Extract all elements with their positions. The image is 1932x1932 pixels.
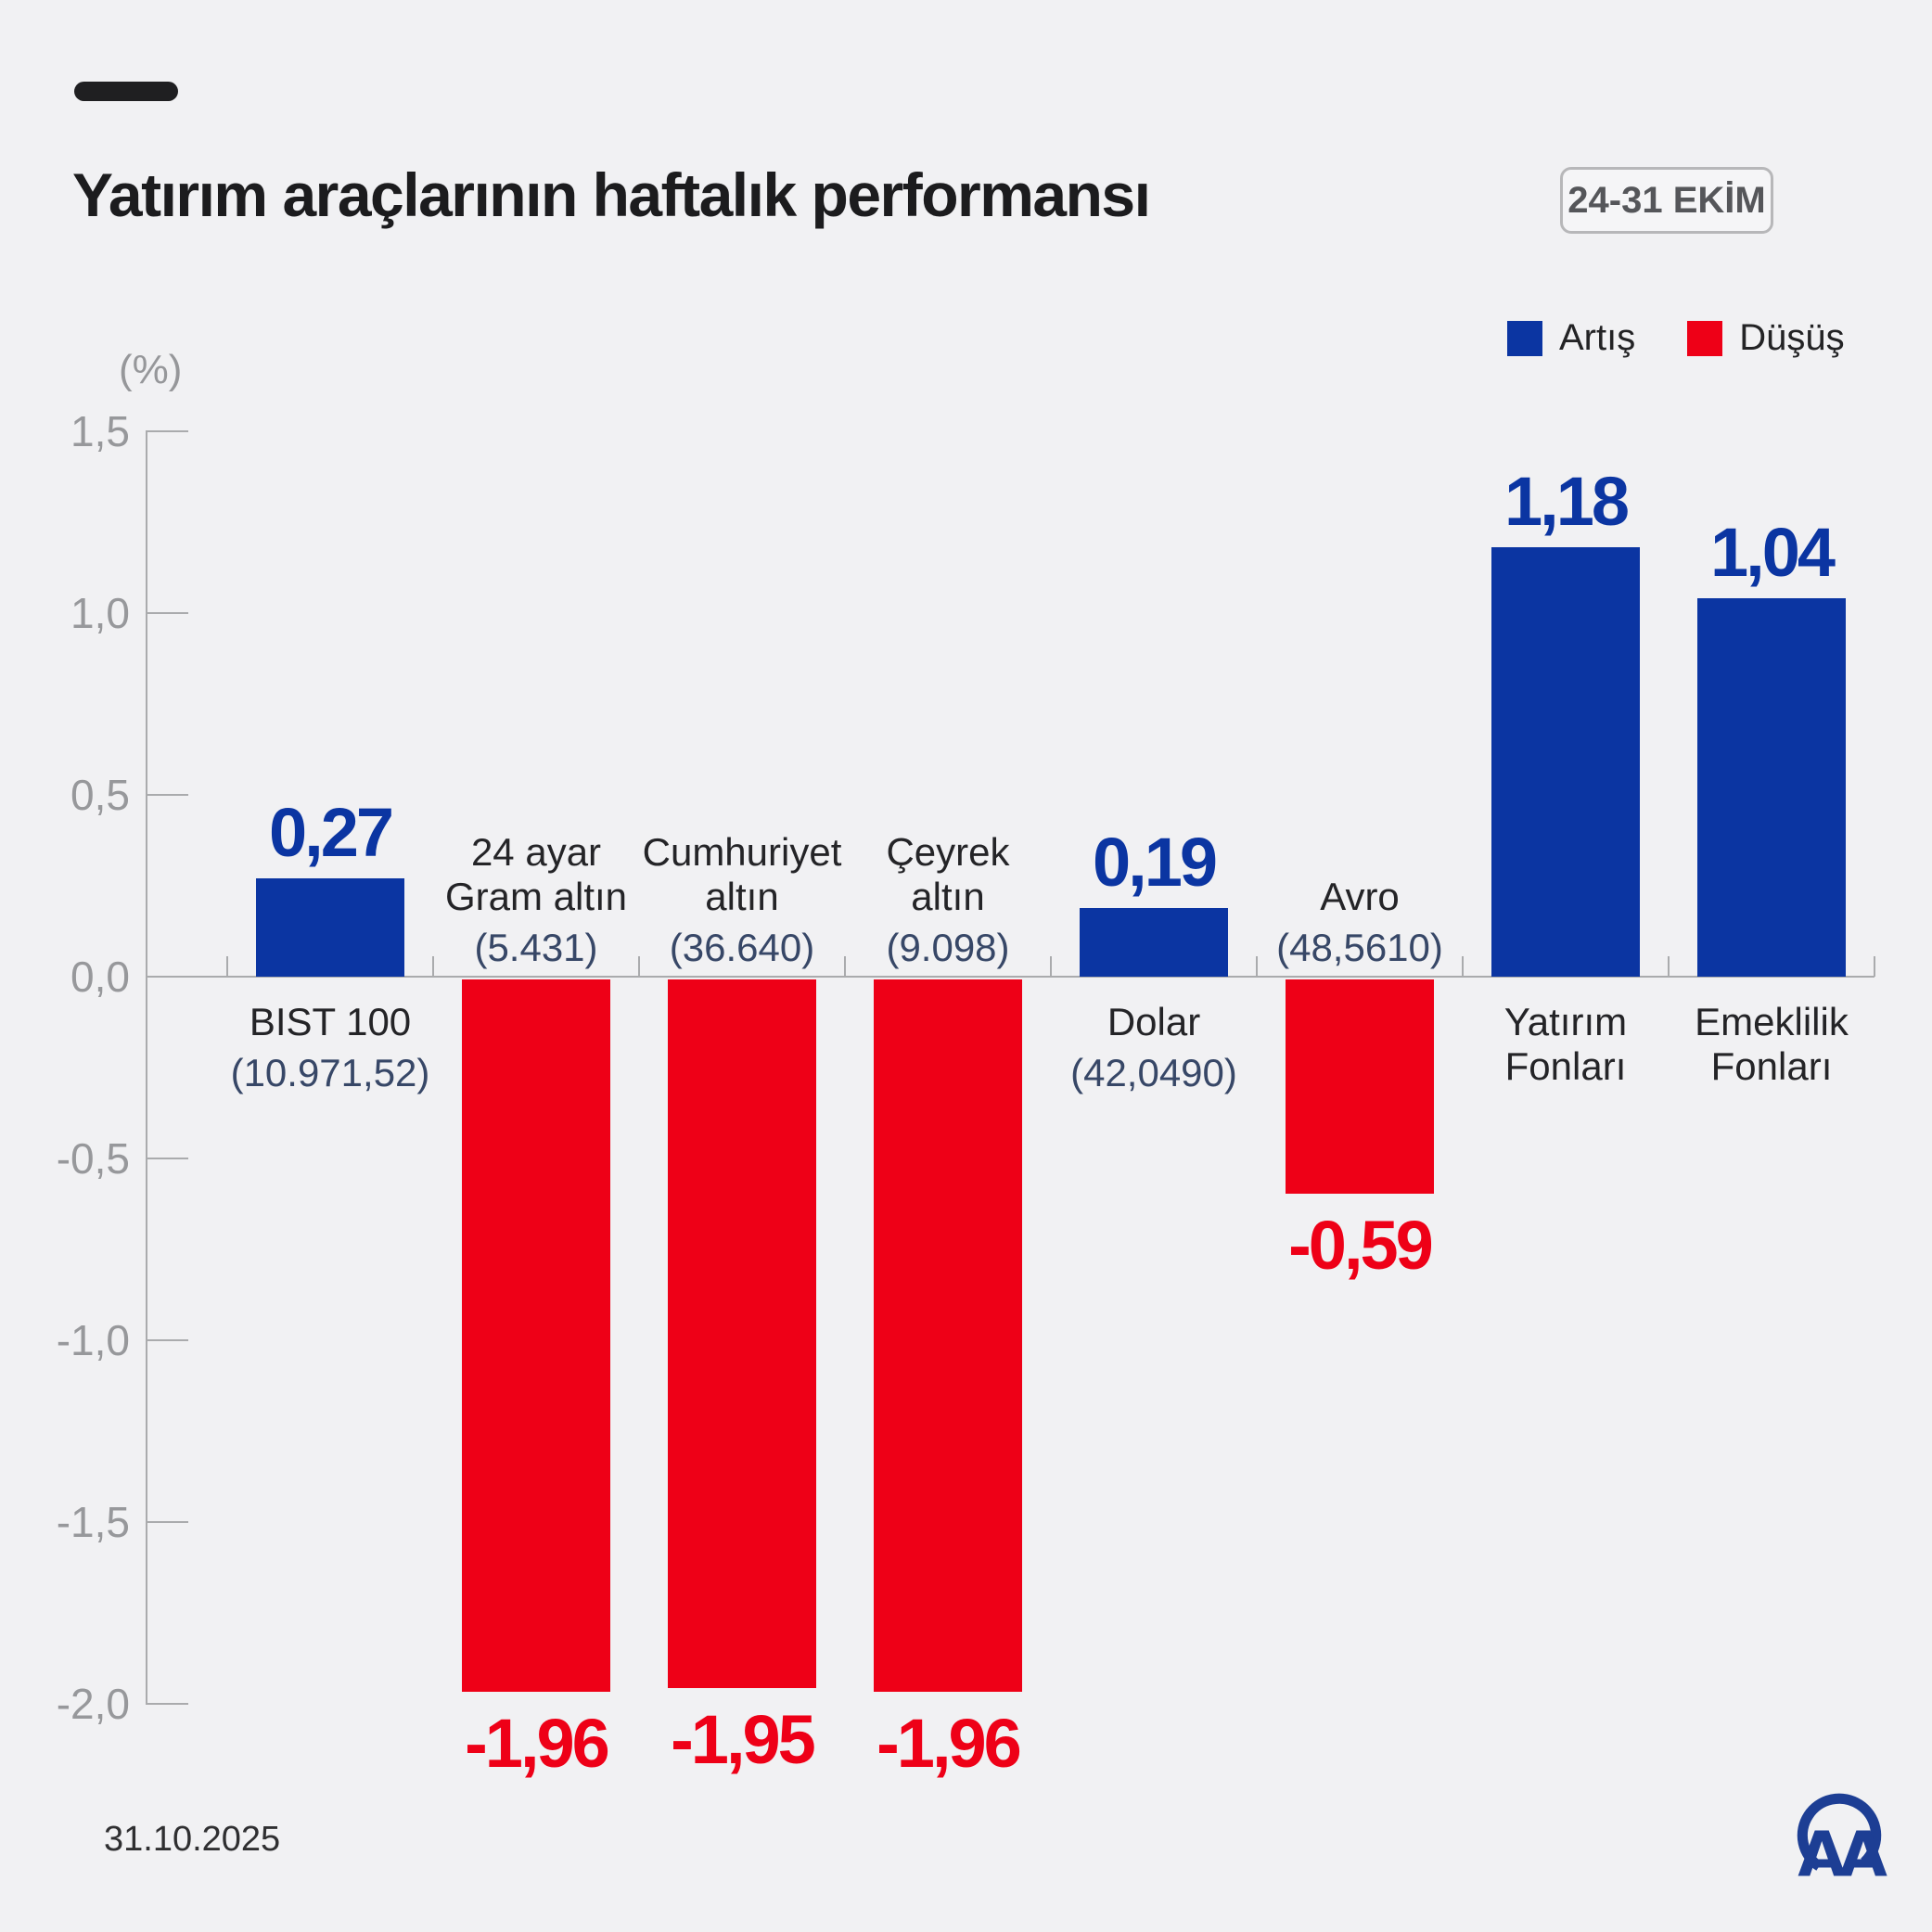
bar-up — [1491, 547, 1640, 977]
y-tick — [146, 1158, 188, 1159]
bar-down — [668, 979, 816, 1688]
category-name: Avro — [1320, 875, 1400, 918]
category-name: Çeyrek — [886, 830, 1010, 874]
bar-down — [874, 979, 1022, 1692]
y-tick-label: -1,5 — [56, 1498, 130, 1546]
aa-logo-ring — [1797, 1793, 1882, 1878]
y-tick-label: 1,0 — [70, 589, 130, 637]
bar-value-label: -1,96 — [465, 1705, 610, 1782]
bar-value-label: -1,96 — [876, 1705, 1022, 1782]
category-label: Çeyrek altın (9.098) — [800, 830, 1096, 969]
legend-artis-swatch — [1507, 320, 1542, 356]
category-boundary-tick — [432, 956, 434, 977]
bar-down — [462, 979, 610, 1692]
y-tick-label: -0,5 — [56, 1134, 130, 1183]
page-title: Yatırım araçlarının haftalık performansı — [72, 160, 1151, 229]
category-name: 24 ayar — [470, 830, 602, 874]
y-tick — [146, 1703, 188, 1705]
category-name: altın — [911, 875, 985, 918]
category-label: Avro (48,5610) — [1211, 875, 1508, 969]
legend-dusus-swatch — [1687, 320, 1723, 356]
category-boundary-tick — [1462, 956, 1464, 977]
bar-value-label: 0,27 — [268, 794, 394, 871]
category-boundary-tick — [1874, 956, 1875, 977]
x-axis-baseline — [146, 976, 1874, 978]
category-label: Dolar (42,0490) — [1005, 1000, 1302, 1094]
category-boundary-tick — [1256, 956, 1258, 977]
category-name: Gram altın — [444, 875, 628, 918]
y-tick-label: 0,5 — [70, 771, 130, 819]
bar-up — [1080, 908, 1228, 977]
category-boundary-tick — [226, 956, 228, 977]
category-current-value: (10.971,52) — [230, 1051, 430, 1094]
category-current-value: (36.640) — [669, 926, 815, 969]
category-current-value: (5.431) — [474, 926, 598, 969]
aa-logo: AA — [1797, 1793, 1894, 1891]
bar-value-label: -0,59 — [1288, 1207, 1434, 1284]
y-tick — [146, 430, 188, 432]
category-label: Yatırım Fonları — [1417, 1000, 1714, 1089]
category-name: Cumhuriyet — [642, 830, 842, 874]
category-current-value: (48,5610) — [1276, 926, 1443, 969]
category-name: BIST 100 — [249, 1000, 412, 1043]
category-current-value: (9.098) — [886, 926, 1010, 969]
legend: Artış Düşüş — [1507, 317, 1845, 359]
footer-date: 31.10.2025 — [104, 1820, 281, 1859]
category-boundary-tick — [1668, 956, 1670, 977]
category-name: Fonları — [1710, 1044, 1833, 1088]
aa-logo-letters: AA — [1798, 1819, 1887, 1891]
y-tick-label: -1,0 — [56, 1316, 130, 1364]
category-boundary-tick — [844, 956, 846, 977]
y-tick — [146, 1521, 188, 1523]
y-tick-label: -2,0 — [56, 1680, 130, 1728]
y-tick — [146, 794, 188, 796]
legend-dusus-label: Düşüş — [1739, 317, 1845, 358]
bar-value-label: 1,18 — [1503, 463, 1630, 540]
category-current-value: (42,0490) — [1070, 1051, 1237, 1094]
title-dash — [74, 82, 178, 101]
category-label: Emeklilik Fonları — [1623, 1000, 1920, 1089]
bar-down — [1286, 979, 1434, 1194]
category-name: Emeklilik — [1695, 1000, 1849, 1043]
y-tick-label: 1,5 — [70, 407, 130, 455]
category-name: Fonları — [1504, 1044, 1627, 1088]
y-tick — [146, 1339, 188, 1341]
bar-value-label: 1,04 — [1709, 514, 1836, 591]
y-tick-label: 0,0 — [70, 953, 130, 1001]
bar-value-label: 0,19 — [1092, 824, 1218, 901]
bar-up — [1697, 598, 1846, 977]
category-boundary-tick — [1050, 956, 1052, 977]
category-label: Cumhuriyet altın (36.640) — [594, 830, 890, 969]
legend-artis-label: Artış — [1559, 317, 1636, 358]
date-range-label: 24-31 EKİM — [1567, 179, 1766, 221]
category-boundary-tick — [638, 956, 640, 977]
bar-value-label: -1,95 — [671, 1701, 816, 1778]
category-label: 24 ayar Gram altın (5.431) — [388, 830, 685, 969]
y-axis-unit-label: (%) — [119, 347, 183, 392]
category-label: BIST 100 (10.971,52) — [182, 1000, 479, 1094]
y-tick — [146, 612, 188, 614]
y-tick — [146, 976, 188, 978]
category-name: Yatırım — [1503, 1000, 1628, 1043]
category-name: altın — [705, 875, 779, 918]
category-name: Dolar — [1107, 1000, 1201, 1043]
date-range-badge: 24-31 EKİM — [1560, 167, 1773, 234]
y-axis-line — [146, 431, 147, 1705]
bar-up — [256, 878, 404, 977]
